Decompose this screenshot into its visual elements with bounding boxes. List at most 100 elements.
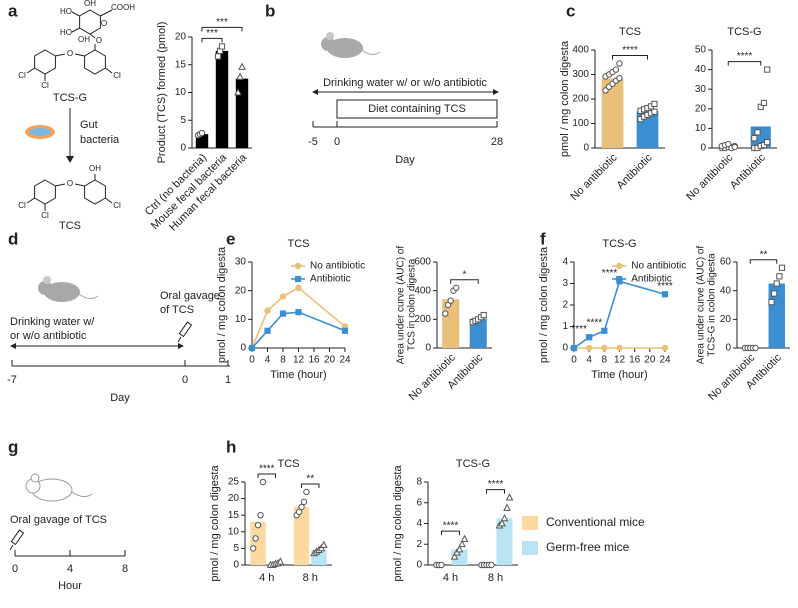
atom-label: O	[67, 179, 73, 188]
axis-title: Day	[395, 154, 415, 166]
significance-label: ****	[622, 45, 638, 56]
data-point	[276, 557, 285, 565]
data-point	[586, 334, 593, 341]
y-tick-label: 10	[175, 87, 187, 98]
y-tick-label: 15	[228, 510, 240, 521]
legend-swatch	[522, 516, 538, 530]
x-tick-label: 12	[293, 355, 305, 366]
mouse-icon	[321, 32, 381, 58]
time-tick-label: -7	[7, 374, 17, 386]
data-point	[752, 344, 759, 352]
data-point	[264, 327, 271, 334]
data-point	[450, 552, 459, 560]
time-tick-label: 8	[122, 563, 128, 575]
data-point	[442, 310, 449, 317]
data-point	[438, 561, 445, 569]
data-point	[651, 108, 658, 115]
y-tick-label: 20	[228, 493, 240, 504]
timeline-label: Drinking water w/	[10, 316, 95, 328]
x-tick-label: No antibiotic	[684, 151, 736, 203]
syringe-icon	[177, 321, 193, 343]
significance-bracket	[727, 61, 762, 66]
mouse-icon	[25, 473, 93, 502]
y-tick-label: 200	[572, 94, 589, 105]
significance-bracket	[612, 54, 648, 60]
x-tick-label: 0	[249, 355, 255, 366]
data-point	[601, 344, 608, 352]
data-point	[254, 521, 262, 529]
x-tick-label: Antibiotic	[615, 151, 655, 191]
data-point	[264, 307, 271, 314]
data-point	[295, 309, 302, 316]
significance-bracket	[257, 473, 276, 478]
data-point	[341, 327, 349, 334]
data-point	[198, 129, 206, 137]
legend-label: Antibiotic	[631, 274, 672, 285]
y-tick-label: 6	[416, 497, 422, 508]
y-axis-title: TCS-G in colon digesta	[707, 253, 718, 357]
legend-label: No antibiotic	[631, 261, 686, 272]
atom-label: OH	[78, 35, 90, 44]
bar	[601, 78, 624, 148]
significance-label: ****	[488, 479, 504, 490]
significance-label: **	[306, 474, 314, 485]
significance-label: ****	[602, 268, 618, 279]
legend-label: Germ-free mice	[546, 540, 630, 554]
diet-box	[336, 99, 498, 119]
data-point	[295, 284, 302, 291]
data-point	[488, 561, 495, 569]
x-tick-label: 4	[586, 355, 592, 366]
x-tick-label: Antibiotic	[728, 151, 768, 191]
data-point	[616, 60, 623, 67]
y-axis-title: pmol / mg colon digesta	[392, 465, 404, 582]
data-point	[447, 297, 454, 304]
legend-label: No antibiotic	[310, 261, 365, 272]
data-point	[764, 66, 771, 73]
data-point	[612, 66, 620, 73]
atom-label: Cl	[18, 71, 26, 80]
y-tick-label: 4	[416, 518, 422, 529]
time-tick-label: -5	[308, 136, 318, 148]
atom-label: Cl	[113, 71, 121, 80]
bar	[215, 50, 229, 148]
data-point	[453, 284, 460, 291]
data-point	[234, 88, 242, 96]
x-tick-label: 8 h	[488, 572, 503, 584]
x-tick-label: 8	[602, 355, 608, 366]
chart-title: TCS-G	[727, 26, 761, 38]
y-axis-title: Area under curve (AUC) of	[396, 246, 407, 365]
axis-title: Day	[110, 392, 130, 404]
y-tick-label: 10	[235, 314, 247, 325]
atom-label: O	[96, 36, 102, 45]
data-point	[249, 545, 257, 552]
mouse-icon	[38, 276, 99, 302]
data-point	[458, 539, 466, 548]
y-tick-label: 25	[228, 477, 240, 488]
arrow-head	[178, 343, 184, 349]
y-axis-title: pmol / mg colon digesta	[559, 40, 571, 157]
y-axis-title: Product (TCS) formed (pmol)	[156, 22, 168, 164]
data-point	[651, 100, 658, 108]
data-point	[303, 488, 310, 496]
timeline-label: Drinking water w/ or w/o antibiotic	[323, 77, 487, 89]
y-tick-label: 400	[414, 285, 431, 296]
significance-label: ****	[259, 464, 275, 475]
atom-label: COOH	[111, 3, 135, 12]
arrow-head	[312, 89, 318, 95]
arrow-head	[66, 156, 74, 163]
y-tick-label: 40	[695, 64, 707, 75]
x-tick-label: 20	[324, 355, 336, 366]
y-tick-label: 0	[562, 343, 568, 354]
atom-label: O	[101, 19, 107, 28]
chart-title: TCS	[619, 26, 641, 38]
atom-label: Cl	[113, 201, 121, 210]
data-point	[731, 143, 738, 151]
y-tick-label: 2	[416, 539, 422, 550]
y-axis-title: pmol / mg colon digesta	[216, 246, 228, 363]
panel-label: c	[566, 1, 575, 20]
x-axis-title: Time (hour)	[270, 369, 326, 381]
data-point	[661, 291, 669, 298]
y-axis-title: pmol / mg colon digesta	[538, 246, 550, 363]
time-tick-label: 0	[334, 136, 340, 148]
